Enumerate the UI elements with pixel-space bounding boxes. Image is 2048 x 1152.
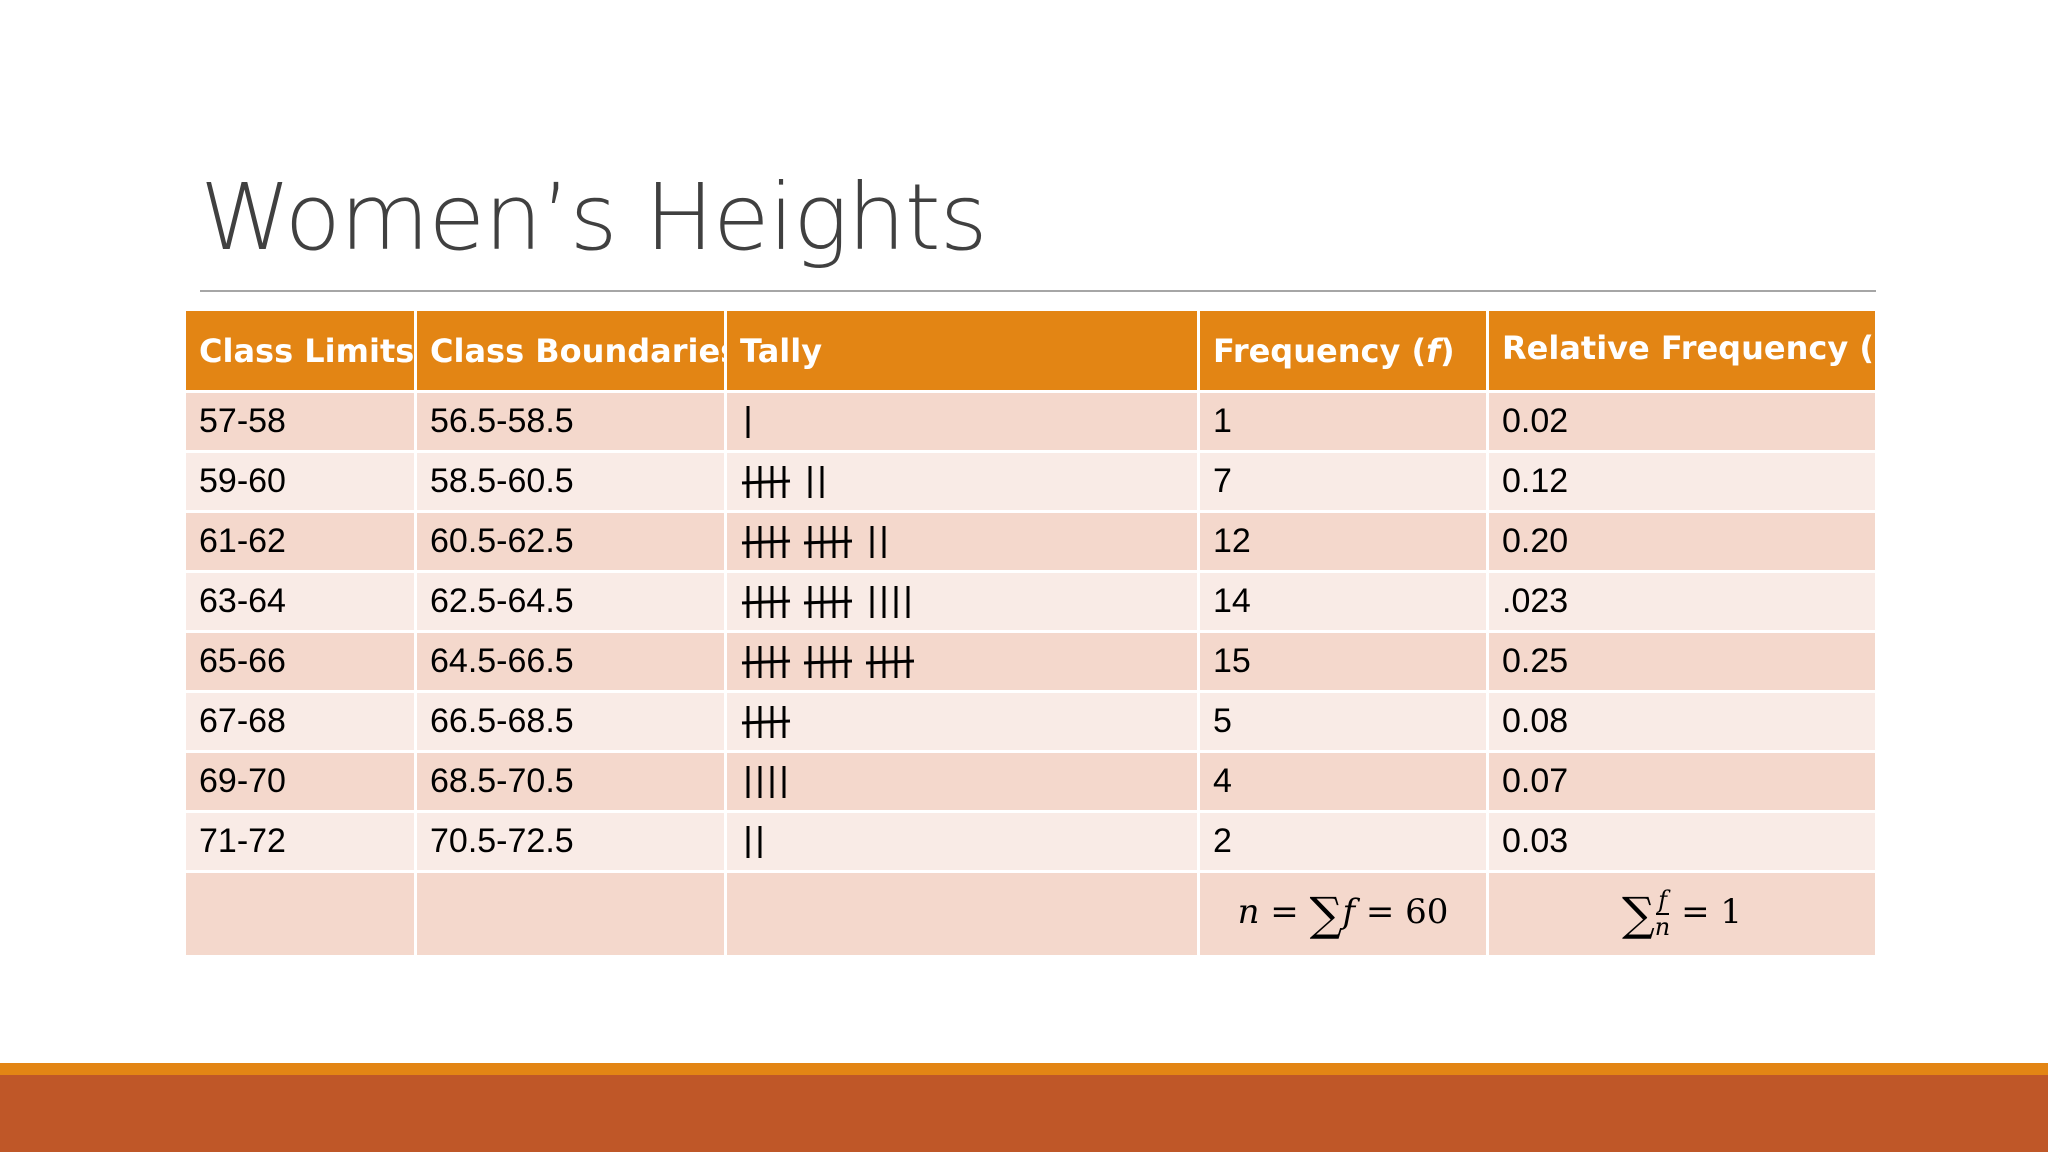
sum-equals: = [1270, 892, 1299, 932]
table-body: 57-58 56.5-58.5 1 0.02 59-60 58.5-60.5 7 0.12 61… [183, 390, 1878, 873]
footer-accent-stripe [0, 1063, 2048, 1075]
table-row: 71-72 70.5-72.5 2 0.03 [183, 810, 1878, 873]
rel-sum-total-value: 1 [1720, 892, 1743, 932]
tally-marks-icon [741, 645, 915, 678]
tally-cell [724, 510, 1200, 573]
relative-frequency-cell: 0.02 [1486, 390, 1878, 453]
sum-fraction-denominator: n [1654, 913, 1671, 941]
table-row: 65-66 64.5-66.5 15 0.25 [183, 630, 1878, 693]
totals-empty-tally [724, 870, 1200, 958]
tally-marks-icon [741, 705, 791, 738]
class-boundaries-cell: 56.5-58.5 [414, 390, 727, 453]
tally-marks-icon [746, 765, 786, 798]
tally-cell [724, 690, 1200, 753]
frequency-cell: 14 [1197, 570, 1489, 633]
tally-cell [724, 450, 1200, 513]
sum-f-symbol: f [1342, 892, 1356, 932]
header-tally: Tally [724, 308, 1200, 393]
summation-icon: ∑ [1621, 887, 1655, 941]
footer-bar [0, 1075, 2048, 1152]
tally-cell [724, 810, 1200, 873]
class-limits-cell: 61-62 [183, 510, 417, 573]
relative-frequency-cell: .023 [1486, 570, 1878, 633]
table-row: 59-60 58.5-60.5 7 0.12 [183, 450, 1878, 513]
table-row: 63-64 62.5-64.5 14.023 [183, 570, 1878, 633]
sum-n-symbol: n [1237, 892, 1260, 932]
relative-frequency-cell: 0.20 [1486, 510, 1878, 573]
class-boundaries-cell: 62.5-64.5 [414, 570, 727, 633]
tally-cell [724, 630, 1200, 693]
header-frequency-symbol: f [1426, 331, 1440, 370]
relative-frequency-cell: 0.07 [1486, 750, 1878, 813]
table-header-row: Class Limits Class Boundaries Tally Freq… [183, 308, 1878, 393]
table-row: 67-68 66.5-68.5 5 0.08 [183, 690, 1878, 753]
class-limits-cell: 59-60 [183, 450, 417, 513]
sum-equals-2: = [1365, 892, 1395, 932]
table-row: 61-62 60.5-62.5 12 0.20 [183, 510, 1878, 573]
tally-marks-icon [741, 525, 886, 558]
tally-marks-icon [746, 405, 750, 438]
class-boundaries-cell: 70.5-72.5 [414, 810, 727, 873]
relative-frequency-cell: 0.12 [1486, 450, 1878, 513]
table-row: 69-70 68.5-70.5 4 0.07 [183, 750, 1878, 813]
frequency-cell: 4 [1197, 750, 1489, 813]
rel-sum-equals: = [1681, 892, 1710, 932]
relative-frequency-sum: ∑ f n = 1 [1486, 870, 1878, 958]
header-relative-frequency: Relative Frequency (fn) [1486, 308, 1878, 393]
totals-empty-boundaries [414, 870, 727, 958]
tally-cell [724, 570, 1200, 633]
header-relative-label: Relative Frequency ( [1502, 329, 1874, 368]
header-fraction-denominator: n [1874, 352, 1877, 377]
header-frequency-label: Frequency ( [1213, 331, 1427, 370]
header-frequency-close: ) [1439, 331, 1455, 370]
totals-empty-limits [183, 870, 417, 958]
class-boundaries-cell: 64.5-66.5 [414, 630, 727, 693]
class-boundaries-cell: 60.5-62.5 [414, 510, 727, 573]
sum-fraction-numerator: f [1656, 885, 1669, 915]
class-limits-cell: 67-68 [183, 690, 417, 753]
tally-cell [724, 390, 1200, 453]
frequency-table: Class Limits Class Boundaries Tally Freq… [183, 308, 1878, 958]
slide-title: Women’s Heights [200, 164, 988, 271]
frequency-cell: 15 [1197, 630, 1489, 693]
class-limits-cell: 69-70 [183, 750, 417, 813]
relative-frequency-cell: 0.25 [1486, 630, 1878, 693]
header-class-boundaries: Class Boundaries [414, 308, 727, 393]
header-frequency: Frequency (f) [1197, 308, 1489, 393]
class-boundaries-cell: 66.5-68.5 [414, 690, 727, 753]
class-boundaries-cell: 58.5-60.5 [414, 450, 727, 513]
header-class-limits: Class Limits [183, 308, 417, 393]
table-row: 57-58 56.5-58.5 1 0.02 [183, 390, 1878, 453]
relative-frequency-cell: 0.08 [1486, 690, 1878, 753]
tally-marks-icon [741, 585, 910, 618]
tally-cell [724, 750, 1200, 813]
tally-marks-icon [746, 825, 762, 858]
frequency-sum: n = ∑f = 60 [1197, 870, 1489, 958]
sum-total-value: 60 [1405, 892, 1449, 932]
frequency-cell: 1 [1197, 390, 1489, 453]
frequency-cell: 12 [1197, 510, 1489, 573]
class-limits-cell: 63-64 [183, 570, 417, 633]
frequency-cell: 5 [1197, 690, 1489, 753]
class-boundaries-cell: 68.5-70.5 [414, 750, 727, 813]
class-limits-cell: 71-72 [183, 810, 417, 873]
totals-row: n = ∑f = 60 ∑ f n = 1 [183, 870, 1878, 958]
frequency-cell: 7 [1197, 450, 1489, 513]
class-limits-cell: 57-58 [183, 390, 417, 453]
summation-icon: ∑ [1309, 887, 1343, 941]
frequency-cell: 2 [1197, 810, 1489, 873]
relative-frequency-cell: 0.03 [1486, 810, 1878, 873]
header-fraction-numerator: f [1876, 324, 1877, 351]
title-divider [200, 290, 1876, 292]
tally-marks-icon [741, 465, 824, 498]
class-limits-cell: 65-66 [183, 630, 417, 693]
header-fraction: fn [1874, 324, 1877, 376]
